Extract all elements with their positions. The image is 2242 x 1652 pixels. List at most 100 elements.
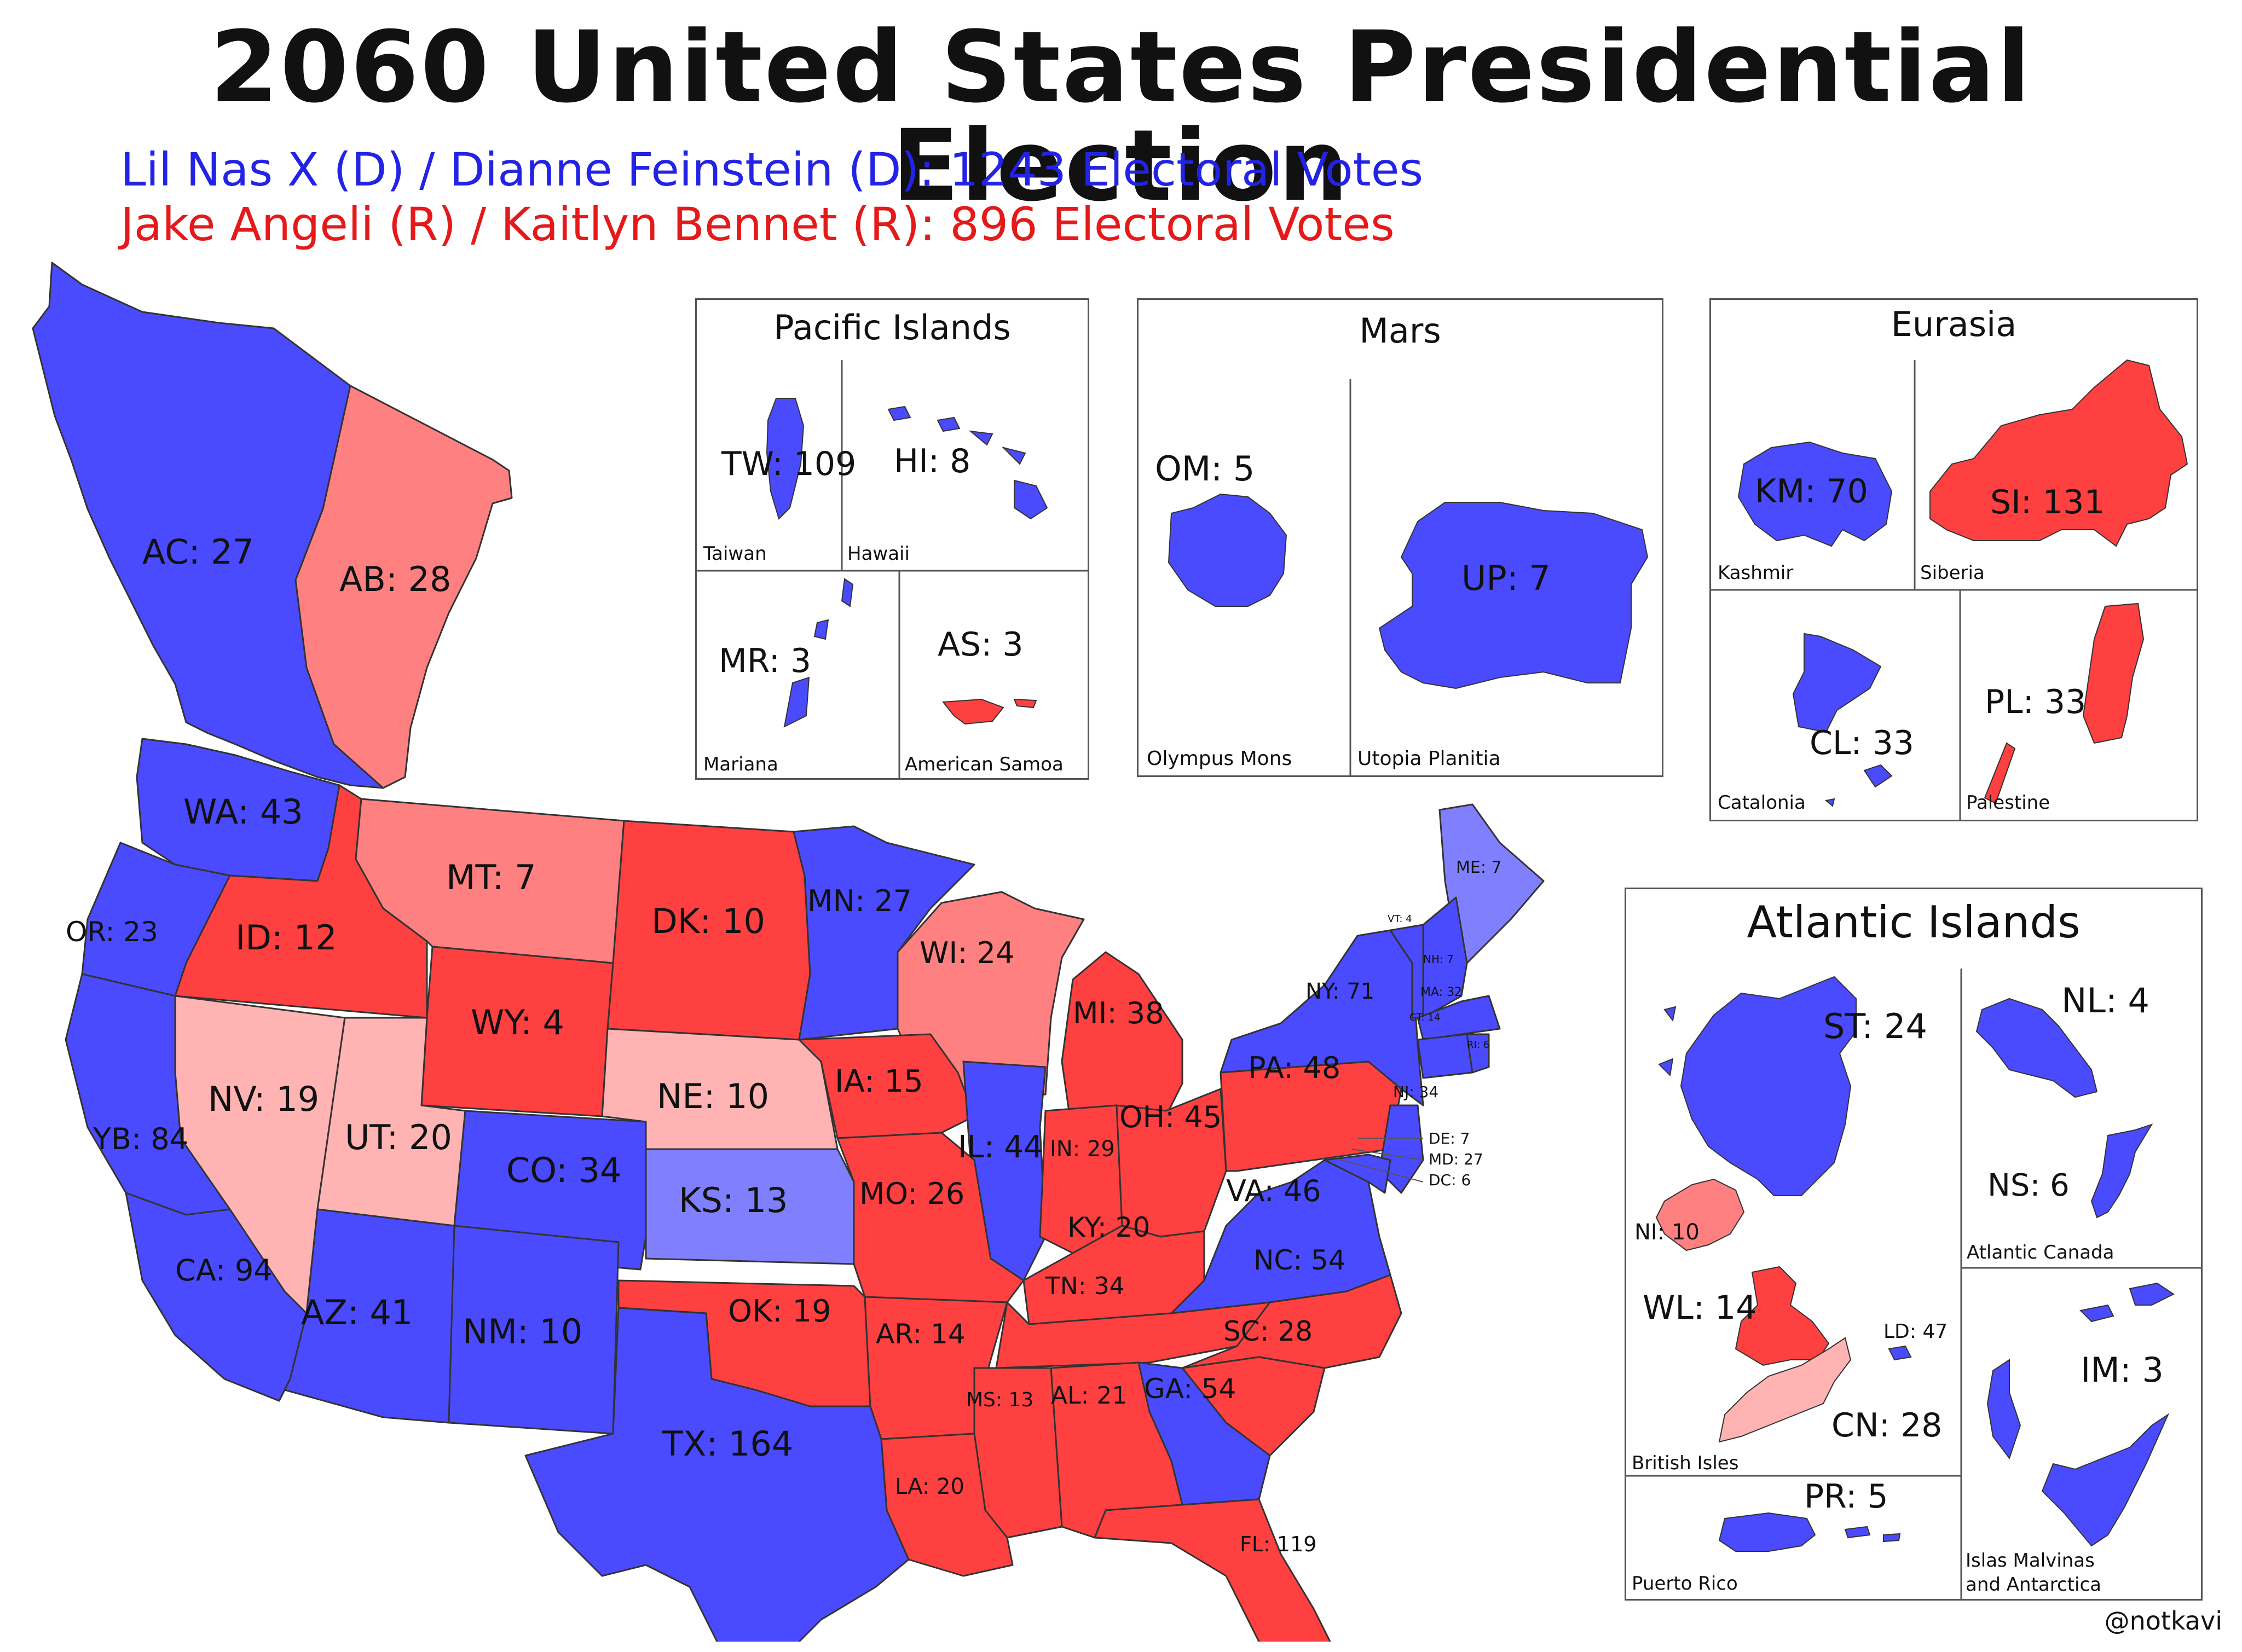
malvinas-shape (2079, 1282, 2175, 1323)
olympus-mons-shape (1168, 493, 1287, 607)
inset-pacific-islands: Pacific Islands TW: 109 HI: 8 MR: 3 AS: … (695, 298, 1089, 780)
label-WA: WA: 43 (183, 792, 303, 832)
region-RI (1466, 1033, 1490, 1074)
pacific-map: TW: 109 HI: 8 MR: 3 AS: 3 Taiwan Hawaii … (697, 360, 1088, 778)
label-NV: NV: 19 (208, 1079, 319, 1119)
label-AB: AB: 28 (339, 559, 451, 599)
main-map: AC: 27 AB: 28 WA: 43 OR: 23 ID: 12 MT: 7… (32, 262, 1545, 1642)
label-FL: FL: 119 (1240, 1532, 1316, 1556)
mariana-shape (783, 578, 854, 728)
label-TN: TN: 34 (1045, 1272, 1125, 1300)
label-MD: MD: 27 (1429, 1150, 1483, 1168)
label-WI: WI: 24 (920, 936, 1014, 970)
caption-malvinas-antarctica: Islas Malvinas and Antarctica (1966, 1550, 2101, 1596)
caption-olympus-mons: Olympus Mons (1147, 747, 1292, 770)
label-OR: OR: 23 (66, 916, 158, 948)
antarctica-shape (1986, 1359, 2170, 1547)
caption-catalonia: Catalonia (1718, 792, 1806, 814)
label-CL: CL: 33 (1810, 724, 1914, 762)
northern-ireland-shape (1655, 1178, 1745, 1251)
label-DC: DC: 6 (1429, 1171, 1471, 1189)
caption-taiwan: Taiwan (703, 543, 767, 565)
caption-utopia-planitia: Utopia Planitia (1357, 747, 1501, 770)
label-AC: AC: 27 (142, 532, 254, 572)
label-NC: NC: 54 (1253, 1244, 1346, 1276)
region-NC (1181, 1274, 1402, 1369)
label-OM: OM: 5 (1155, 449, 1255, 489)
label-AR: AR: 14 (876, 1318, 966, 1350)
region-TX (524, 1307, 910, 1642)
region-MA (1417, 995, 1501, 1041)
inset-mars: Mars OM: 5 UP: 7 Olympus Mons Utopia Pla… (1137, 298, 1663, 777)
label-PL: PL: 33 (1985, 683, 2086, 721)
caption-puerto-rico: Puerto Rico (1632, 1573, 1738, 1595)
label-MN: MN: 27 (807, 884, 912, 918)
caption-atlantic-canada: Atlantic Canada (1967, 1242, 2114, 1263)
label-AS: AS: 3 (938, 625, 1024, 664)
region-IA (798, 1033, 975, 1139)
siberia-shape (1929, 359, 2188, 547)
inset-eurasia: Eurasia KM: 70 SI: 131 CL: 33 PL: 33 Kas… (1709, 298, 2198, 821)
inset-title-mars: Mars (1359, 311, 1441, 351)
region-NH (1422, 896, 1468, 1019)
label-KM: KM: 70 (1755, 472, 1868, 511)
label-LA: LA: 20 (895, 1474, 964, 1499)
label-YB: YB: 84 (93, 1122, 188, 1156)
region-MO (836, 1132, 1025, 1303)
label-WY: WY: 4 (471, 1002, 564, 1042)
label-NI: NI: 10 (1634, 1220, 1700, 1245)
label-ST: ST: 24 (1823, 1006, 1927, 1046)
label-CA: CA: 94 (175, 1253, 273, 1288)
label-UP: UP: 7 (1461, 558, 1551, 598)
label-TW: TW: 109 (721, 445, 856, 483)
republican-ticket: Jake Angeli (R) / Kaitlyn Bennet (R): 89… (120, 198, 1395, 251)
label-KS: KS: 13 (679, 1180, 788, 1220)
label-UT: UT: 20 (345, 1117, 452, 1157)
label-PA: PA: 48 (1248, 1051, 1340, 1085)
region-CT (1417, 1033, 1474, 1079)
label-RI: RI: 6 (1467, 1039, 1489, 1051)
inset-title-pacific: Pacific Islands (773, 308, 1011, 347)
label-OH: OH: 45 (1119, 1100, 1222, 1134)
label-HI: HI: 8 (894, 442, 970, 480)
label-NS: NS: 6 (1987, 1168, 2070, 1203)
inset-title-atlantic: Atlantic Islands (1747, 897, 2081, 948)
nova-scotia-shape (2090, 1123, 2153, 1219)
caption-american-samoa: American Samoa (905, 753, 1064, 775)
label-NH: NH: 7 (1423, 953, 1454, 966)
label-AZ: AZ: 41 (301, 1292, 413, 1332)
label-SI: SI: 131 (1990, 483, 2105, 521)
caption-mariana: Mariana (703, 753, 778, 775)
label-CO: CO: 34 (506, 1150, 622, 1190)
label-DK: DK: 10 (651, 901, 765, 941)
label-CN: CN: 28 (1831, 1406, 1942, 1445)
caption-british-isles: British Isles (1632, 1452, 1738, 1474)
atlantic-map: ST: 24 NI: 10 WL: 14 LD: 47 CN: 28 NL: 4… (1626, 969, 2201, 1599)
label-OK: OK: 19 (728, 1294, 831, 1329)
kashmir-shape (1737, 441, 1893, 547)
cornwall-shape (1718, 1337, 1852, 1443)
puerto-rico-shape (1718, 1512, 1901, 1552)
region-FL (1094, 1498, 1331, 1642)
label-NJ: NJ: 34 (1393, 1083, 1438, 1101)
inset-title-eurasia: Eurasia (1891, 304, 2017, 344)
catalonia-shape (1792, 633, 1893, 807)
label-WL: WL: 14 (1643, 1289, 1756, 1327)
label-ID: ID: 12 (235, 918, 337, 958)
region-AC (32, 262, 384, 789)
label-NM: NM: 10 (463, 1312, 582, 1352)
palestine-shape (1984, 602, 2145, 804)
democratic-ticket: Lil Nas X (D) / Dianne Feinstein (D): 12… (120, 143, 1424, 196)
caption-siberia: Siberia (1920, 562, 1985, 584)
london-shape (1888, 1345, 1912, 1361)
label-VT: VT: 4 (1388, 913, 1412, 925)
hawaii-shape (887, 405, 1048, 520)
label-NL: NL: 4 (2061, 981, 2149, 1021)
label-MA: MA: 32 (1420, 986, 1462, 999)
newfoundland-shape (1975, 998, 2098, 1098)
label-NY: NY: 71 (1305, 979, 1374, 1004)
label-TX: TX: 164 (662, 1424, 793, 1464)
inset-atlantic-islands: Atlantic Islands ST: 24 NI: 10 WL: 14 LD… (1625, 888, 2203, 1601)
label-IL: IL: 44 (958, 1129, 1043, 1165)
label-IM: IM: 3 (2081, 1350, 2164, 1390)
